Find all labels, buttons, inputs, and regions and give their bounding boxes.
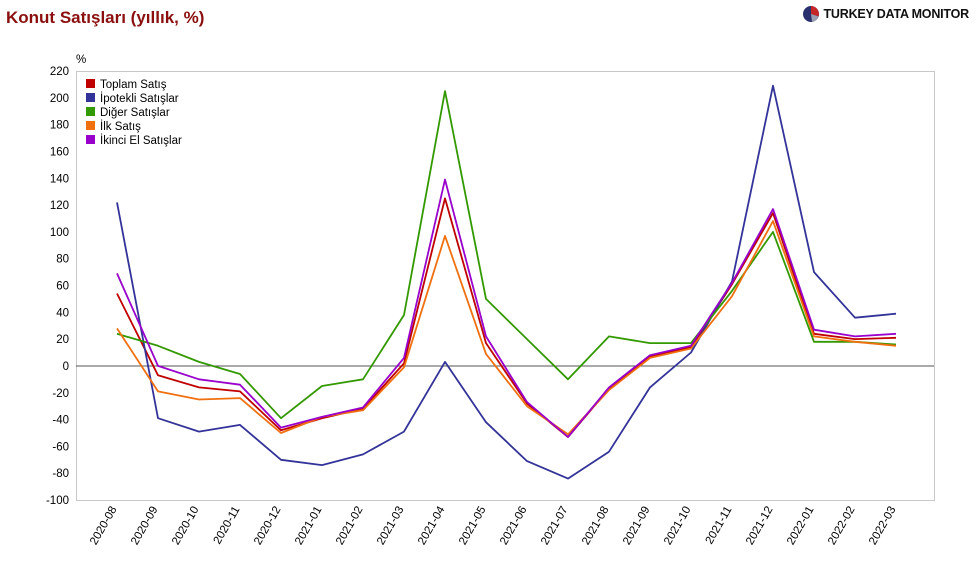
y-tick-label: -60 xyxy=(52,441,69,453)
x-tick-label: 2021-10 xyxy=(662,505,694,548)
legend-swatch xyxy=(86,93,95,102)
y-tick-label: 100 xyxy=(50,227,69,239)
series-line xyxy=(116,90,897,420)
x-tick-label: 2021-07 xyxy=(539,505,571,548)
x-tick-label: 2020-11 xyxy=(212,505,243,547)
legend-swatch xyxy=(86,79,95,88)
legend-label: İkinci El Satışlar xyxy=(100,134,182,147)
legend-swatch xyxy=(86,135,95,144)
series-group xyxy=(116,84,897,480)
y-tick-label: -100 xyxy=(46,495,69,507)
y-tick-label: 200 xyxy=(50,93,69,105)
y-axis: -100 -80 -60 -40 -20 0 20 40 60 80 100 120 140 160 180… xyxy=(46,66,69,507)
chart-title: Konut Satışları (yıllık, %) xyxy=(6,8,205,27)
x-tick-label: 2020-08 xyxy=(88,505,120,548)
y-tick-label: 20 xyxy=(56,334,69,346)
y-tick-label: 160 xyxy=(50,146,69,158)
legend-label: Diğer Satışlar xyxy=(100,107,170,119)
y-tick-label: 180 xyxy=(50,120,69,132)
y-tick-label: 140 xyxy=(50,173,69,185)
pie-chart-icon xyxy=(803,6,820,22)
x-tick-label: 2022-02 xyxy=(826,505,858,548)
x-tick-label: 2021-09 xyxy=(621,505,653,548)
legend-label: İlk Satış xyxy=(100,120,141,133)
x-tick-label: 2021-12 xyxy=(744,505,776,548)
x-tick-label: 2022-01 xyxy=(785,505,817,548)
y-tick-label: -80 xyxy=(52,468,69,480)
y-tick-label: 220 xyxy=(50,66,69,78)
series-line xyxy=(116,220,897,436)
series-line xyxy=(116,178,897,438)
x-tick-label: 2022-03 xyxy=(867,505,899,548)
y-tick-label: 0 xyxy=(63,361,69,373)
x-tick-label: 2021-02 xyxy=(334,505,366,548)
x-tick-label: 2020-10 xyxy=(170,505,202,548)
legend-swatch xyxy=(86,107,95,116)
plot-frame xyxy=(76,71,935,501)
x-tick-label: 2020-12 xyxy=(252,505,284,548)
x-tick-label: 2021-01 xyxy=(293,505,325,548)
x-tick-label: 2021-05 xyxy=(457,505,489,548)
y-tick-label: -20 xyxy=(52,388,69,400)
x-tick-label: 2021-08 xyxy=(580,505,612,548)
legend-label: Toplam Satış xyxy=(100,79,167,91)
brand-logo: TURKEY DATA MONITOR xyxy=(802,5,969,23)
y-tick-label: 80 xyxy=(56,254,69,266)
y-axis-label: % xyxy=(76,54,86,66)
y-tick-label: -40 xyxy=(52,415,69,427)
legend-label: İpotekli Satışlar xyxy=(100,92,179,105)
x-tick-label: 2021-03 xyxy=(375,505,407,548)
y-tick-label: 60 xyxy=(56,281,69,293)
x-tick-label: 2020-09 xyxy=(129,505,161,548)
y-tick-label: 40 xyxy=(56,307,69,319)
brand-name: TURKEY DATA MONITOR xyxy=(823,7,969,21)
series-line xyxy=(116,84,897,480)
series-line xyxy=(116,197,897,438)
x-tick-label: 2021-06 xyxy=(498,505,530,548)
legend-swatch xyxy=(86,121,95,130)
y-tick-label: 120 xyxy=(50,200,69,212)
x-tick-label: 2021-11 xyxy=(704,505,735,547)
x-axis: 2020-08 2020-09 2020-10 2020-11 2020-12 2021-… xyxy=(88,504,899,547)
x-tick-label: 2021-04 xyxy=(416,504,448,547)
